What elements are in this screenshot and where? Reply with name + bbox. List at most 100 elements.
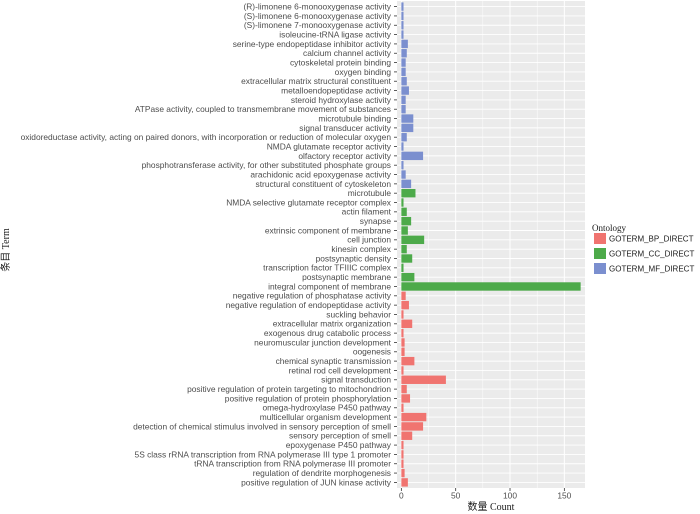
bar-sensory-perception-of-smell <box>401 431 413 440</box>
x-tick-label-50: 50 <box>451 491 461 501</box>
y-tick-label-positive-regulation-of-protein-targeting-to-mitochondrion: positive regulation of protein targeting… <box>187 384 391 394</box>
legend-label-bp: GOTERM_BP_DIRECT <box>609 235 694 244</box>
y-tick-label-nmda-glutamate-receptor-activity: NMDA glutamate receptor activity <box>267 141 392 151</box>
y-tick-label-r-limonene-6-monooxygenase-activity: (R)-limonene 6-monooxygenase activity <box>243 1 391 11</box>
y-tick-label-cell-junction: cell junction <box>347 235 391 245</box>
bar-postsynaptic-density <box>401 254 413 263</box>
y-tick-label-cytoskeletal-protein-binding: cytoskeletal protein binding <box>290 57 391 67</box>
bar-microtubule-binding <box>401 114 414 123</box>
y-tick-label-s-limonene-6-monooxygenase-activity: (S)-limonene 6-monooxygenase activity <box>244 11 392 21</box>
bar-5s-class-rrna-transcription-from-rna-polymerase-iii-type-1-promoter <box>401 450 404 459</box>
y-tick-label-exogenous-drug-catabolic-process: exogenous drug catabolic process <box>264 328 391 338</box>
bar-s-limonene-6-monooxygenase-activity <box>401 11 404 21</box>
bar-isoleucine-trna-ligase-activity <box>401 30 404 39</box>
y-tick-label-extracellular-matrix-structural-constituent: extracellular matrix structural constitu… <box>241 76 392 86</box>
y-tick-label-positive-regulation-of-protein-phosphorylation: positive regulation of protein phosphory… <box>225 393 392 403</box>
y-tick-label-oxidoreductase-activity-acting-on-paired-donors-with-incorporation-or-reduction-of-molecular-oxygen: oxidoreductase activity, acting on paire… <box>21 132 392 142</box>
y-tick-label-structural-constituent-of-cytoskeleton: structural constituent of cytoskeleton <box>256 179 392 189</box>
bar-suckling-behavior <box>401 310 404 319</box>
bar-serine-type-endopeptidase-inhibitor-activity <box>401 39 408 49</box>
y-tick-label-regulation-of-dendrite-morphogenesis: regulation of dendrite morphogenesis <box>253 468 391 478</box>
y-tick-label-kinesin-complex: kinesin complex <box>331 244 391 254</box>
y-tick-label-retinal-rod-cell-development: retinal rod cell development <box>289 365 392 375</box>
y-axis-title: 条目 Term <box>0 228 12 272</box>
bar-transcription-factor-tfiiic-complex <box>401 263 404 273</box>
y-tick-label-arachidonic-acid-epoxygenase-activity: arachidonic acid epoxygenase activity <box>250 169 391 179</box>
y-tick-label-negative-regulation-of-phosphatase-activity: negative regulation of phosphatase activ… <box>233 291 392 301</box>
y-tick-label-steroid-hydroxylase-activity: steroid hydroxylase activity <box>291 95 392 105</box>
x-tick-label-150: 150 <box>557 491 571 501</box>
bar-regulation-of-dendrite-morphogenesis <box>401 468 405 478</box>
y-tick-label-oxygen-binding: oxygen binding <box>335 67 392 77</box>
bar-positive-regulation-of-jun-kinase-activity <box>401 478 408 487</box>
y-tick-label-extrinsic-component-of-membrane: extrinsic component of membrane <box>265 225 391 235</box>
y-tick-label-phosphotransferase-activity-for-other-substituted-phosphate-groups: phosphotransferase activity, for other s… <box>142 160 391 170</box>
bar-olfactory-receptor-activity <box>401 151 424 161</box>
bar-oxygen-binding <box>401 67 406 77</box>
bar-trna-transcription-from-rna-polymerase-iii-promoter <box>401 459 404 468</box>
y-tick-label-postsynaptic-density: postsynaptic density <box>316 253 392 263</box>
y-tick-label-synapse: synapse <box>360 216 392 226</box>
bar-oogenesis <box>401 347 405 356</box>
y-tick-label-oogenesis: oogenesis <box>353 347 391 357</box>
bar-metalloendopeptidase-activity <box>401 86 409 95</box>
y-tick-label-calcium-channel-activity: calcium channel activity <box>303 48 392 58</box>
y-tick-label-extracellular-matrix-organization: extracellular matrix organization <box>273 319 392 329</box>
y-tick-label-detection-of-chemical-stimulus-involved-in-sensory-perception-of-smell: detection of chemical stimulus involved … <box>133 421 391 431</box>
y-tick-label-s-limonene-7-monooxygenase-activity: (S)-limonene 7-monooxygenase activity <box>244 20 392 30</box>
y-tick-label-epoxygenase-p450-pathway: epoxygenase P450 pathway <box>286 440 392 450</box>
bar-multicellular-organism-development <box>401 412 427 422</box>
y-tick-label-atpase-activity-coupled-to-transmembrane-movement-of-substances: ATPase activity, coupled to transmembran… <box>135 104 391 114</box>
y-tick-label-omega-hydroxylase-p450-pathway: omega-hydroxylase P450 pathway <box>263 403 392 413</box>
y-tick-label-microtubule: microtubule <box>348 188 392 198</box>
legend-key-cc <box>594 248 606 259</box>
bar-arachidonic-acid-epoxygenase-activity <box>401 170 406 179</box>
bar-cytoskeletal-protein-binding <box>401 58 406 67</box>
bar-atpase-activity-coupled-to-transmembrane-movement-of-substances <box>401 105 406 114</box>
bar-detection-of-chemical-stimulus-involved-in-sensory-perception-of-smell <box>401 422 424 431</box>
x-axis: 0 50 100 150 <box>399 488 572 501</box>
bar-s-limonene-7-monooxygenase-activity <box>401 21 404 30</box>
bar-nmda-selective-glutamate-receptor-complex <box>401 198 404 207</box>
y-tick-label-neuromuscular-junction-development: neuromuscular junction development <box>254 337 392 347</box>
x-tick-label-0: 0 <box>399 491 404 501</box>
y-tick-label-signal-transduction: signal transduction <box>321 375 391 385</box>
bar-signal-transducer-activity <box>401 123 414 133</box>
bar-kinesin-complex <box>401 244 407 254</box>
bar-postsynaptic-membrane <box>401 272 415 282</box>
y-tick-label-trna-transcription-from-rna-polymerase-iii-promoter: tRNA transcription from RNA polymerase I… <box>194 459 391 469</box>
legend-key-mf <box>594 263 606 274</box>
bar-synapse <box>401 216 412 226</box>
x-axis-title: 数量 Count <box>468 500 515 513</box>
bar-calcium-channel-activity <box>401 49 407 58</box>
bar-actin-filament <box>401 207 407 217</box>
bars <box>401 2 581 487</box>
legend-label-cc: GOTERM_CC_DIRECT <box>609 250 694 259</box>
y-tick-label-isoleucine-trna-ligase-activity: isoleucine-tRNA ligase activity <box>279 29 392 39</box>
y-tick-label-nmda-selective-glutamate-receptor-complex: NMDA selective glutamate receptor comple… <box>226 197 392 207</box>
bar-cell-junction <box>401 235 425 245</box>
bar-extracellular-matrix-organization <box>401 319 413 328</box>
y-tick-label-serine-type-endopeptidase-inhibitor-activity: serine-type endopeptidase inhibitor acti… <box>233 39 392 49</box>
bar-phosphotransferase-activity-for-other-substituted-phosphate-groups <box>401 161 404 170</box>
y-tick-label-chemical-synaptic-transmission: chemical synaptic transmission <box>276 356 392 366</box>
bar-nmda-glutamate-receptor-activity <box>401 142 404 151</box>
bar-positive-regulation-of-protein-phosphorylation <box>401 394 411 403</box>
bar-extrinsic-component-of-membrane <box>401 226 408 235</box>
legend-label-mf: GOTERM_MF_DIRECT <box>609 265 694 274</box>
legend: Ontology GOTERM_BP_DIRECT GOTERM_CC_DIRE… <box>592 223 694 274</box>
bar-integral-component-of-membrane <box>401 282 581 291</box>
bar-extracellular-matrix-structural-constituent <box>401 77 407 86</box>
bar-omega-hydroxylase-p450-pathway <box>401 403 404 412</box>
y-tick-label-transcription-factor-tfiiic-complex: transcription factor TFIIIC complex <box>263 263 392 273</box>
bar-microtubule <box>401 188 416 198</box>
bar-retinal-rod-cell-development <box>401 366 404 375</box>
y-tick-label-signal-transducer-activity: signal transducer activity <box>299 123 392 133</box>
grid-lines <box>397 1 585 488</box>
bar-structural-constituent-of-cytoskeleton <box>401 179 412 189</box>
y-tick-label-5s-class-rrna-transcription-from-rna-polymerase-iii-type-1-promoter: 5S class rRNA transcription from RNA pol… <box>135 449 392 459</box>
bar-negative-regulation-of-phosphatase-activity <box>401 291 406 301</box>
bar-neuromuscular-junction-development <box>401 338 405 347</box>
bar-steroid-hydroxylase-activity <box>401 95 406 105</box>
